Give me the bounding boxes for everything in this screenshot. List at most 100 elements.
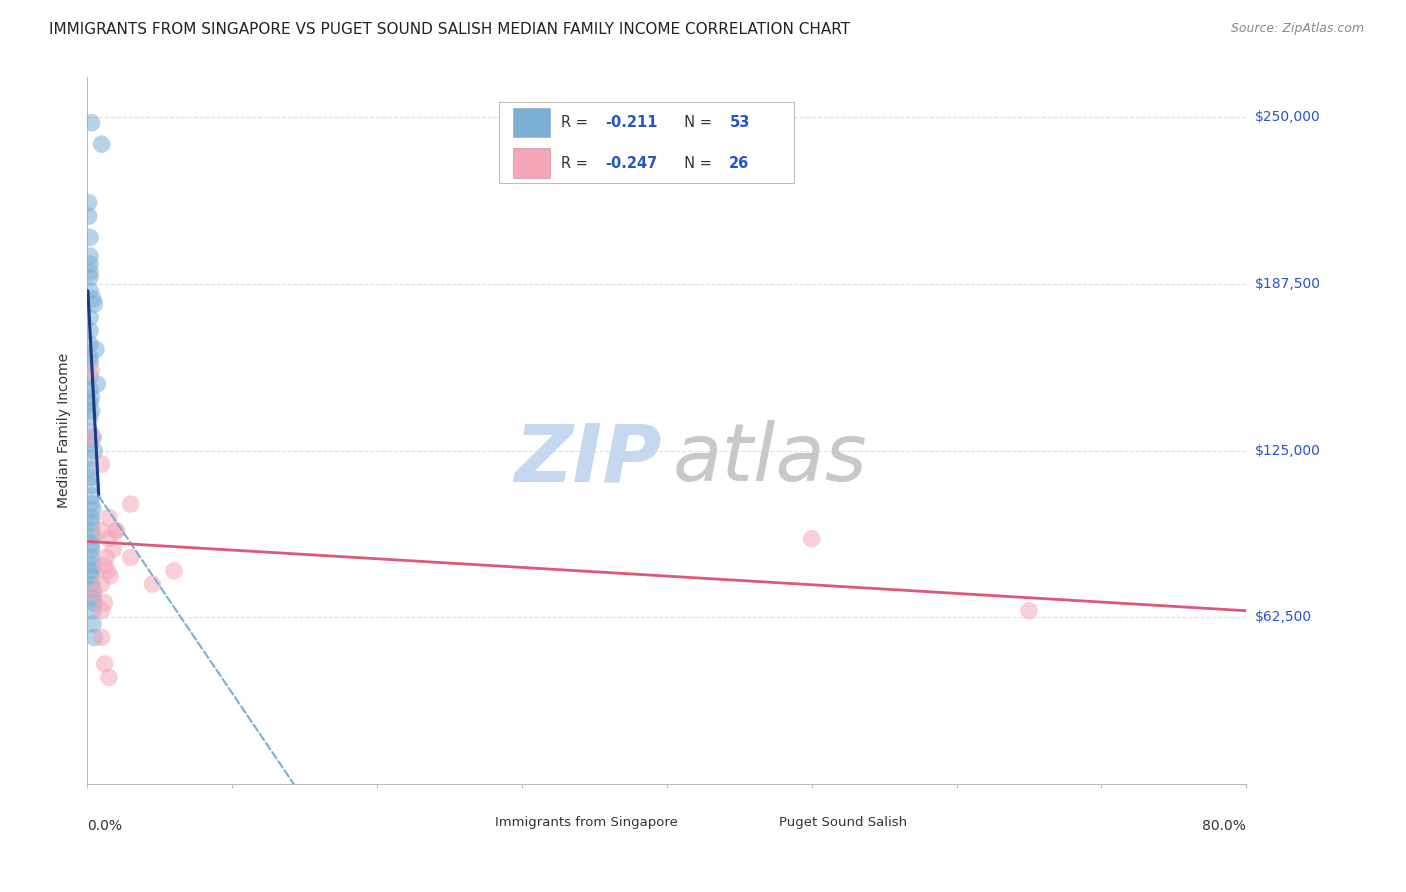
Point: [90, 457, 112, 471]
Point: [82, 558, 104, 573]
FancyBboxPatch shape: [513, 108, 550, 137]
Point: [80, 478, 103, 492]
Point: [82, 582, 104, 597]
Point: [83, 585, 105, 599]
Text: 0.0%: 0.0%: [87, 820, 122, 833]
Point: [79, 470, 101, 484]
Point: [82, 292, 104, 306]
Point: [83, 297, 105, 311]
Point: [80, 391, 103, 405]
Point: [80, 364, 103, 378]
Point: [83, 596, 105, 610]
Text: ZIP: ZIP: [513, 420, 661, 498]
Text: 26: 26: [730, 155, 749, 170]
Point: [800, 532, 823, 546]
Point: [1018, 604, 1040, 618]
Point: [98, 569, 121, 583]
Point: [97, 510, 120, 524]
Point: [77, 209, 100, 223]
Text: $187,500: $187,500: [1254, 277, 1320, 291]
Text: $62,500: $62,500: [1254, 610, 1312, 624]
Point: [96, 564, 118, 578]
Point: [80, 516, 103, 530]
Point: [90, 137, 112, 152]
Point: [103, 542, 125, 557]
Point: [90, 524, 112, 538]
Text: $250,000: $250,000: [1254, 111, 1320, 125]
Text: Puget Sound Salish: Puget Sound Salish: [779, 816, 907, 830]
Point: [93, 657, 115, 671]
FancyBboxPatch shape: [748, 805, 779, 830]
Text: N =: N =: [675, 155, 717, 170]
Point: [120, 550, 142, 565]
Text: Source: ZipAtlas.com: Source: ZipAtlas.com: [1230, 22, 1364, 36]
Text: $125,000: $125,000: [1254, 443, 1320, 458]
Point: [79, 265, 101, 279]
Point: [79, 435, 101, 450]
Point: [80, 116, 103, 130]
Point: [82, 430, 104, 444]
Point: [80, 537, 103, 551]
Point: [79, 462, 101, 476]
Point: [79, 451, 101, 466]
Point: [79, 249, 101, 263]
Point: [80, 497, 103, 511]
Point: [79, 337, 101, 351]
Text: IMMIGRANTS FROM SINGAPORE VS PUGET SOUND SALISH MEDIAN FAMILY INCOME CORRELATION: IMMIGRANTS FROM SINGAPORE VS PUGET SOUND…: [49, 22, 851, 37]
Point: [93, 558, 115, 573]
Text: -0.247: -0.247: [606, 155, 658, 170]
Point: [86, 377, 108, 392]
Point: [82, 617, 104, 632]
Point: [90, 631, 112, 645]
Point: [80, 569, 103, 583]
Text: -0.211: -0.211: [606, 115, 658, 130]
Point: [83, 631, 105, 645]
Point: [79, 310, 101, 325]
Point: [79, 383, 101, 397]
Point: [83, 443, 105, 458]
Point: [80, 489, 103, 503]
Text: Immigrants from Singapore: Immigrants from Singapore: [495, 816, 678, 830]
Point: [82, 430, 104, 444]
Point: [79, 324, 101, 338]
Point: [163, 564, 186, 578]
Point: [79, 409, 101, 423]
Point: [79, 284, 101, 298]
Text: R =: R =: [561, 115, 593, 130]
Point: [82, 591, 104, 605]
Point: [84, 343, 107, 357]
Point: [77, 195, 100, 210]
Point: [79, 396, 101, 410]
Point: [82, 529, 104, 543]
Point: [79, 356, 101, 370]
Point: [105, 524, 128, 538]
Point: [82, 502, 104, 516]
FancyBboxPatch shape: [513, 148, 550, 178]
Point: [120, 497, 142, 511]
Point: [90, 577, 112, 591]
Point: [80, 564, 103, 578]
Point: [97, 532, 120, 546]
Point: [80, 542, 103, 557]
Text: R =: R =: [561, 155, 593, 170]
Point: [79, 257, 101, 271]
Point: [90, 604, 112, 618]
Point: [80, 403, 103, 417]
Point: [80, 510, 103, 524]
FancyBboxPatch shape: [499, 103, 794, 184]
Point: [80, 550, 103, 565]
Point: [79, 230, 101, 244]
Point: [94, 550, 117, 565]
Point: [97, 670, 120, 684]
FancyBboxPatch shape: [464, 805, 495, 830]
Point: [82, 604, 104, 618]
Y-axis label: Median Family Income: Median Family Income: [58, 353, 72, 508]
Point: [79, 351, 101, 365]
Text: atlas: atlas: [672, 420, 868, 498]
Point: [79, 369, 101, 384]
Point: [93, 596, 115, 610]
Point: [79, 270, 101, 285]
Point: [141, 577, 163, 591]
Text: 80.0%: 80.0%: [1202, 820, 1246, 833]
Point: [79, 425, 101, 439]
